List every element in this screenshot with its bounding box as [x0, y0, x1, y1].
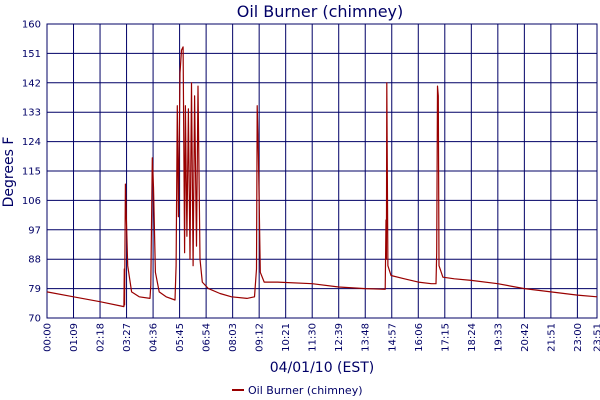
y-tick-label: 97	[28, 225, 41, 236]
x-tick-label: 10:21	[281, 323, 292, 352]
x-tick-label: 09:12	[255, 323, 266, 352]
x-tick-label: 00:00	[43, 323, 54, 352]
x-tick-label: 03:27	[122, 323, 133, 352]
x-tick-label: 12:39	[334, 323, 345, 352]
x-tick-labels: 00:00 01:09 02:18 03:27 04:36 05:45 06:54 08:03…	[43, 323, 600, 352]
x-tick-label: 20:42	[520, 323, 531, 352]
x-tick-label: 05:45	[175, 323, 186, 352]
x-tick-label: 16:06	[414, 323, 425, 352]
x-tick-label: 23:51	[593, 323, 600, 352]
x-tick-label: 02:18	[96, 323, 107, 352]
x-tick-label: 18:24	[467, 323, 478, 352]
chart-title: Oil Burner (chimney)	[237, 2, 404, 21]
y-tick-label: 70	[28, 314, 41, 325]
series-line	[46, 46, 598, 308]
y-tick-label: 142	[22, 78, 41, 89]
legend-label: Oil Burner (chimney)	[248, 384, 363, 397]
x-tick-label: 04:36	[149, 323, 160, 352]
x-tick-label: 13:48	[361, 323, 372, 352]
x-tick-label: 21:51	[546, 323, 557, 352]
series	[46, 46, 598, 308]
y-tick-label: 124	[22, 137, 41, 148]
y-tick-label: 106	[22, 196, 41, 207]
legend: Oil Burner (chimney)	[232, 384, 363, 397]
y-tick-labels: 70 79 88 97 106 115 124 133 142 151 160	[22, 20, 41, 325]
x-tick-label: 17:15	[440, 323, 451, 352]
y-tick-label: 115	[22, 167, 41, 178]
y-tick-label: 151	[22, 49, 41, 60]
x-tick-label: 19:33	[493, 323, 504, 352]
x-tick-label: 11:30	[308, 323, 319, 352]
y-tick-label: 160	[22, 20, 41, 31]
x-tick-label: 23:00	[573, 323, 584, 352]
y-tick-label: 79	[28, 284, 41, 295]
y-axis-title: Degrees F	[1, 137, 17, 208]
y-tick-label: 88	[28, 255, 41, 266]
x-tick-label: 01:09	[69, 323, 80, 352]
x-axis-title: 04/01/10 (EST)	[270, 360, 375, 376]
y-tick-label: 133	[22, 108, 41, 119]
x-tick-label: 06:54	[202, 323, 213, 352]
x-tick-label: 08:03	[228, 323, 239, 352]
x-tick-label: 14:57	[387, 323, 398, 352]
